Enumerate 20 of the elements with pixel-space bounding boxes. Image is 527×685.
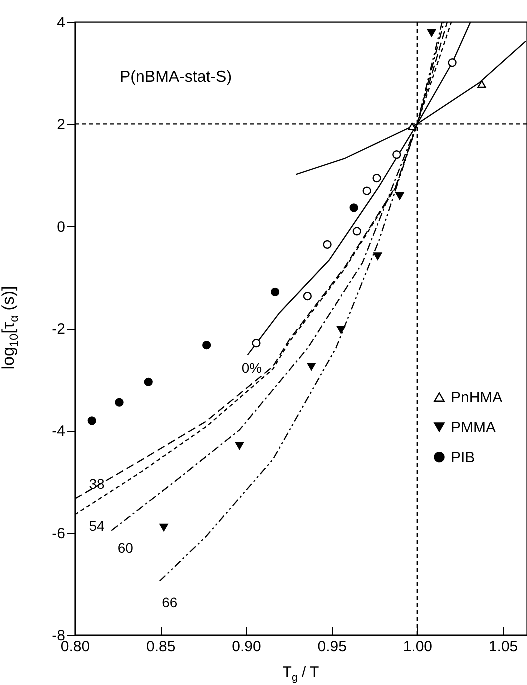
- x-tick-label: 1.05: [488, 638, 518, 656]
- y-tick-label: 0: [57, 218, 66, 236]
- series-label: 66: [162, 594, 178, 610]
- y-tick-label: -2: [52, 321, 66, 338]
- series-label: 54: [89, 518, 105, 534]
- y-tick-label: -4: [52, 423, 66, 440]
- series-label: 60: [118, 540, 134, 556]
- annotation: P(nBMA-stat-S): [120, 69, 232, 86]
- legend-label: PnHMA: [451, 389, 503, 406]
- legend-label: PMMA: [451, 419, 496, 436]
- y-tick-label: 2: [57, 116, 66, 134]
- x-tick-label: 1.00: [403, 638, 433, 656]
- x-tick-label: 0.85: [146, 638, 176, 656]
- y-tick-label: -6: [52, 525, 66, 542]
- x-tick-label: 0.90: [232, 638, 262, 656]
- series-label: 0%: [242, 360, 262, 376]
- x-axis-title: T$_{g}$ / T: [282, 664, 320, 684]
- legend-label: PIB: [451, 449, 476, 466]
- x-tick-label: 0.95: [318, 638, 347, 656]
- y-tick-label: 4: [57, 14, 66, 32]
